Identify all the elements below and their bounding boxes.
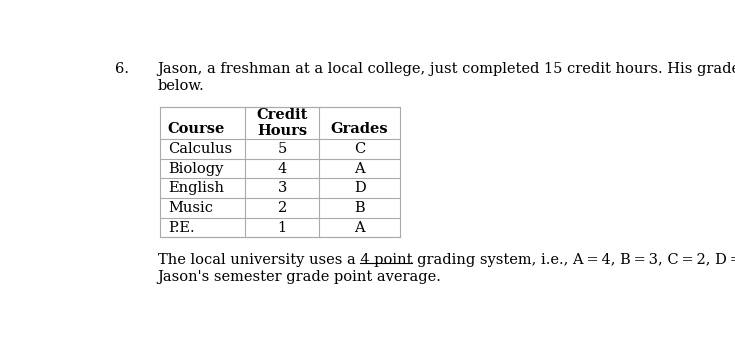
Text: below.: below. xyxy=(158,79,204,93)
Text: D: D xyxy=(354,181,365,195)
Text: P.E.: P.E. xyxy=(168,220,195,235)
Text: Music: Music xyxy=(168,201,213,215)
Text: English: English xyxy=(168,181,224,195)
Text: Credit
Hours: Credit Hours xyxy=(257,108,308,138)
Text: 4 point: 4 point xyxy=(360,253,412,267)
Text: 2: 2 xyxy=(278,201,287,215)
Text: Calculus: Calculus xyxy=(168,142,232,156)
Text: Course: Course xyxy=(168,122,225,136)
Bar xyxy=(160,107,401,237)
Text: B: B xyxy=(354,201,365,215)
Text: Jason, a freshman at a local college, just completed 15 credit hours. His grade : Jason, a freshman at a local college, ju… xyxy=(158,62,735,76)
Text: A: A xyxy=(354,162,365,176)
Text: Biology: Biology xyxy=(168,162,223,176)
Text: The local university uses a: The local university uses a xyxy=(158,253,360,267)
Text: 1: 1 xyxy=(278,220,287,235)
Text: 4: 4 xyxy=(278,162,287,176)
Text: 3: 3 xyxy=(277,181,287,195)
Text: 5: 5 xyxy=(278,142,287,156)
Text: A: A xyxy=(354,220,365,235)
Text: Grades: Grades xyxy=(331,122,389,136)
Text: Jason's semester grade point average.: Jason's semester grade point average. xyxy=(158,270,442,284)
Text: 6.: 6. xyxy=(115,62,129,76)
Text: The local university uses a 4 point grading system, i.e., A = 4, B = 3, C = 2, D: The local university uses a 4 point grad… xyxy=(158,253,735,267)
Text: C: C xyxy=(354,142,365,156)
